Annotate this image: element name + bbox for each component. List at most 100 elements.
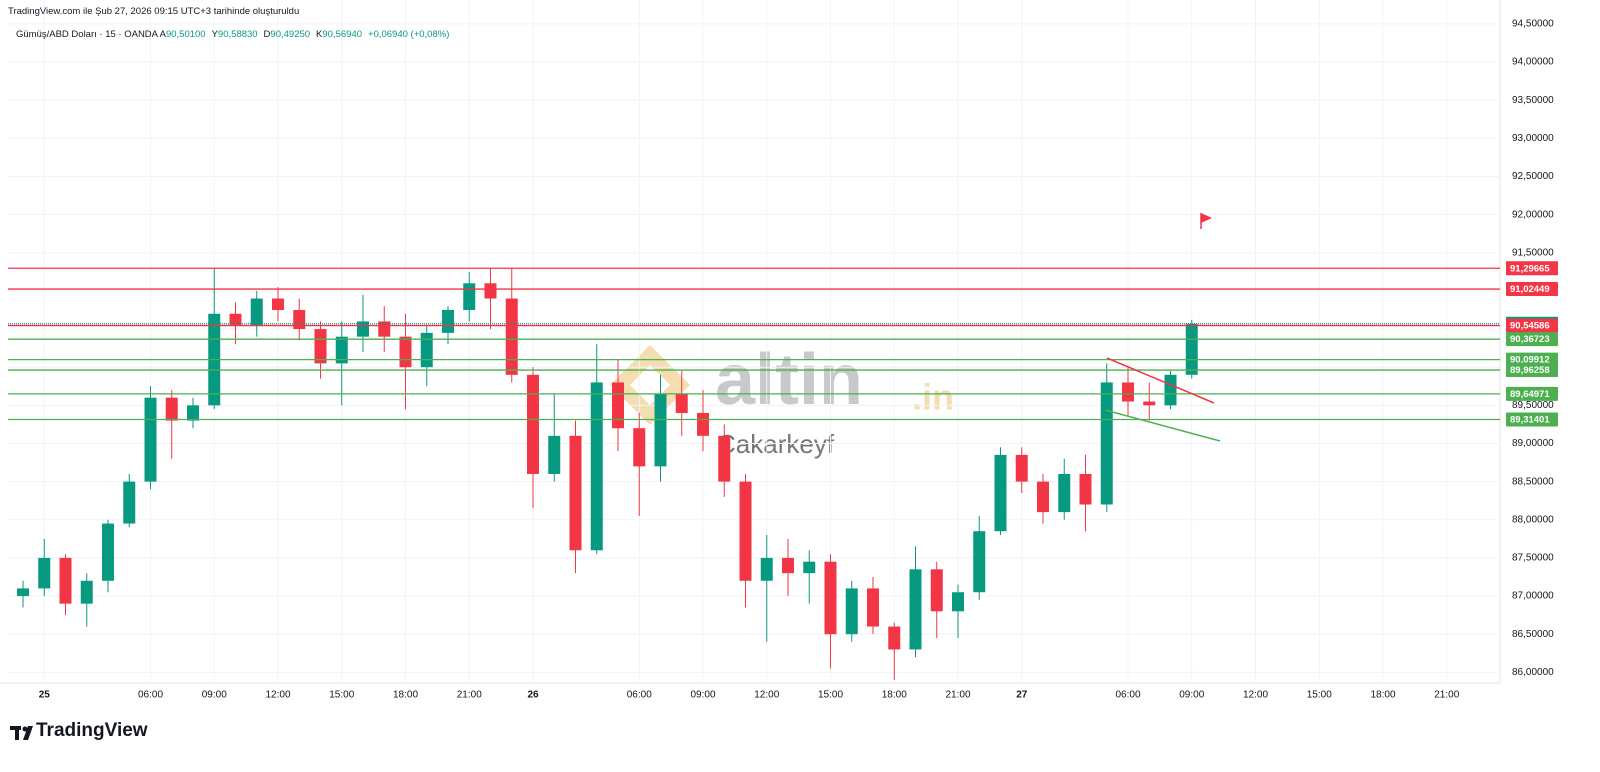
y-tick-label: 86,00000 [1512, 667, 1554, 678]
candle-body [952, 592, 964, 612]
level-label: 90,09912 [1510, 355, 1550, 366]
levels [8, 267, 1500, 421]
candle-body [187, 405, 199, 421]
candle-body [888, 626, 901, 650]
candle-body [335, 336, 348, 364]
candle-body [1100, 382, 1113, 505]
candle-body [527, 374, 539, 474]
y-tick-label: 89,50000 [1512, 400, 1554, 411]
candle-body [994, 454, 1007, 532]
level-label-bg [1506, 332, 1558, 347]
footer-brand: TradingView [36, 720, 148, 741]
candle-body [675, 393, 688, 413]
x-tick-label: 21:00 [945, 690, 970, 701]
legend-prefix: A [159, 29, 166, 40]
x-tick-label: 15:00 [818, 690, 843, 701]
candle-body [845, 588, 858, 635]
candle-body [80, 580, 93, 604]
footer-logo [10, 726, 33, 740]
candle-body [1079, 473, 1092, 505]
y-tick-label: 93,50000 [1512, 95, 1554, 106]
level-label-bg [1506, 363, 1558, 378]
watermark-name: altin [715, 340, 863, 420]
legend-value: 90,49250 [270, 29, 311, 40]
logo-part [15, 726, 19, 740]
y-tick-label: 93,00000 [1512, 133, 1554, 144]
x-tick-label: 09:00 [1179, 690, 1204, 701]
y-tick-label: 92,00000 [1512, 209, 1554, 220]
x-tick-label: 27 [1016, 690, 1028, 701]
candle-body [909, 569, 922, 650]
candle-body [505, 298, 518, 375]
candle-body [463, 283, 476, 310]
x-tick-label: 06:00 [627, 690, 652, 701]
candle-body [399, 336, 412, 368]
candle-body [612, 382, 624, 429]
candle-body [484, 283, 497, 299]
legend-value: 90,50100 [165, 29, 206, 40]
level-label: 89,31401 [1510, 415, 1550, 426]
level-label: 90,36723 [1510, 334, 1550, 345]
candle-body [165, 397, 178, 421]
y-tick-label: 87,50000 [1512, 553, 1554, 564]
candle-body [59, 557, 72, 604]
candle-body [548, 435, 561, 474]
candle-body [1015, 454, 1028, 482]
legend-prefix: D [263, 29, 271, 40]
candle-body [420, 332, 433, 368]
candle-body [867, 588, 879, 627]
legend-value: 90,58830 [217, 29, 258, 40]
level-label-bg [1506, 261, 1558, 276]
flag [1201, 213, 1212, 223]
level-label: 91,29665 [1510, 263, 1550, 274]
candle-body [569, 435, 582, 551]
candle-body [1143, 401, 1156, 406]
header: TradingView.com ile Şub 27, 2026 09:15 U… [8, 6, 300, 17]
y-tick-label: 94,50000 [1512, 19, 1554, 30]
level-label: 89,96258 [1510, 365, 1550, 376]
x-tick-label: 12:00 [1243, 690, 1268, 701]
candle-body [973, 531, 986, 593]
x-tick-label: 06:00 [138, 690, 163, 701]
legend-value: +0,06940 (+0,08%) [368, 29, 450, 40]
y-tick-label: 88,00000 [1512, 514, 1554, 525]
level-label-bg [1506, 412, 1558, 427]
candle-body [229, 313, 242, 326]
candle-body [1185, 323, 1198, 375]
level-label-bg [1506, 318, 1558, 333]
legend-prefix: Y [211, 29, 218, 40]
trend-line [1106, 357, 1215, 404]
x-tick-label: 26 [527, 690, 539, 701]
candle-body [1122, 382, 1134, 402]
x-tick-label: 18:00 [393, 690, 418, 701]
y-tick-label: 89,00000 [1512, 438, 1554, 449]
candle-body [314, 329, 327, 364]
x-tick-label: 25 [39, 690, 51, 701]
candle-body [760, 557, 773, 581]
candle-body [633, 428, 646, 467]
candle-body [144, 397, 157, 482]
candle-body [1058, 473, 1071, 513]
y-tick-label: 94,00000 [1512, 57, 1554, 68]
candle-body [590, 382, 603, 551]
x-tick-label: 06:00 [1115, 690, 1140, 701]
plot: 86,00000 86,50000 87,00000 87,50000 88,00000… [0, 0, 1558, 701]
legend-value: 90,56940 [322, 29, 363, 40]
logo-part [22, 726, 28, 732]
trend-line [1104, 409, 1221, 442]
watermark-suffix: .in [912, 377, 954, 418]
candle-body [17, 588, 29, 597]
legend: Gümüş/ABD Doları · 15 · OANDA A90,50100 Y… [16, 29, 455, 40]
candle-body [272, 298, 284, 310]
candle-body [654, 393, 667, 467]
x-tick-label: 15:00 [329, 690, 354, 701]
x-tick-label: 15:00 [1307, 690, 1332, 701]
level-label-bg [1506, 282, 1558, 297]
logo-part [23, 726, 33, 740]
x-tick-label: 21:00 [457, 690, 482, 701]
candle-body [803, 561, 816, 574]
legend-prefix: K [316, 29, 323, 40]
x-tick-label: 18:00 [1370, 690, 1395, 701]
